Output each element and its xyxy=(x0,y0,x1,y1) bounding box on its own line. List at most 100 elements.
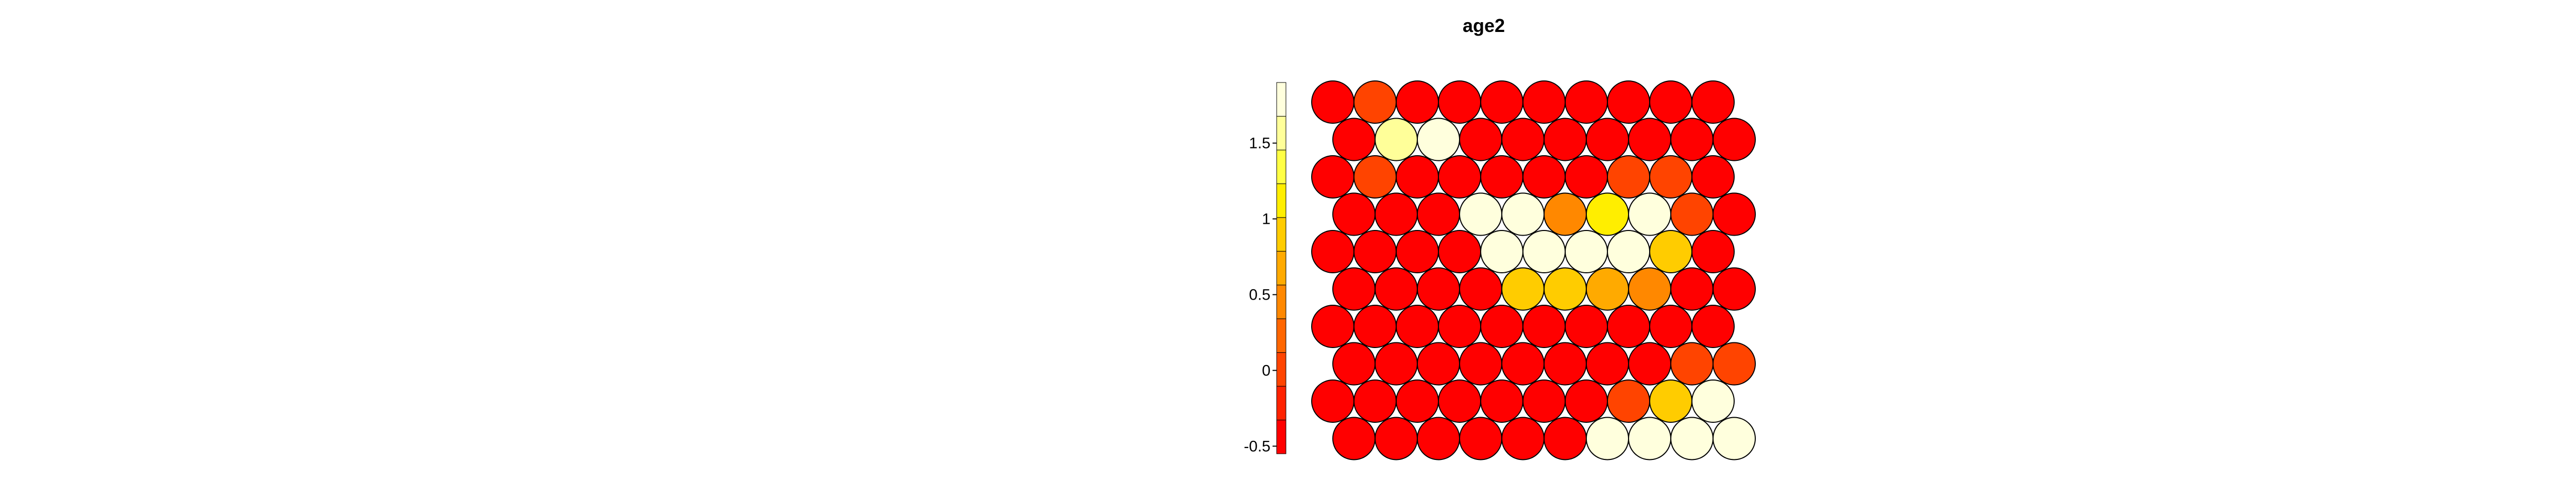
heatmap-cell xyxy=(1438,155,1481,199)
heatmap-cell xyxy=(1438,305,1481,348)
heatmap-cell xyxy=(1459,118,1502,161)
heatmap-cell xyxy=(1396,230,1439,273)
heatmap-cell xyxy=(1417,192,1460,236)
heatmap-cell xyxy=(1332,267,1376,311)
heatmap-cell xyxy=(1396,155,1439,199)
heatmap-cell xyxy=(1544,118,1587,161)
heatmap-cell xyxy=(1417,342,1460,386)
heatmap-cell xyxy=(1332,417,1376,460)
heatmap-cell xyxy=(1522,80,1566,124)
colorbar-tick-label: 0.5 xyxy=(1249,286,1270,303)
colorbar-tick-label: 1.5 xyxy=(1249,135,1270,152)
heatmap-cell xyxy=(1375,417,1418,460)
heatmap-cell xyxy=(1459,417,1502,460)
heatmap-cell xyxy=(1565,80,1608,124)
heatmap-cell xyxy=(1353,80,1397,124)
heatmap-cell xyxy=(1670,192,1714,236)
heatmap-cell xyxy=(1396,80,1439,124)
heatmap-cell xyxy=(1459,267,1502,311)
heatmap-cell xyxy=(1713,417,1756,460)
heatmap-cell xyxy=(1353,230,1397,273)
heatmap-cell xyxy=(1544,417,1587,460)
heatmap-cell xyxy=(1628,342,1671,386)
heatmap-cell xyxy=(1501,192,1545,236)
colorbar-segment xyxy=(1276,251,1286,286)
heatmap-cell xyxy=(1649,305,1692,348)
heatmap-cell xyxy=(1607,305,1650,348)
heatmap-cell xyxy=(1649,380,1692,423)
heatmap-cell xyxy=(1332,342,1376,386)
heatmap-cell xyxy=(1480,155,1523,199)
colorbar-segment xyxy=(1276,352,1286,387)
heatmap-cell xyxy=(1417,267,1460,311)
heatmap-cell xyxy=(1691,80,1735,124)
colorbar-segment xyxy=(1276,116,1286,151)
heatmap-cell xyxy=(1332,118,1376,161)
heatmap-cell xyxy=(1522,380,1566,423)
heatmap-cell xyxy=(1586,342,1629,386)
heatmap-cell xyxy=(1522,230,1566,273)
heatmap-cell xyxy=(1375,192,1418,236)
colorbar-tick-label: -0.5 xyxy=(1244,438,1270,455)
heatmap-cell xyxy=(1628,118,1671,161)
heatmap-cell xyxy=(1353,155,1397,199)
heatmap-cell xyxy=(1586,417,1629,460)
heatmap-cell xyxy=(1332,192,1376,236)
heatmap-cell xyxy=(1691,155,1735,199)
heatmap-cell xyxy=(1459,192,1502,236)
heatmap-cell xyxy=(1628,192,1671,236)
heatmap-cell xyxy=(1670,417,1714,460)
heatmap-cell xyxy=(1375,118,1418,161)
heatmap-cell xyxy=(1607,380,1650,423)
heatmap-cell xyxy=(1565,380,1608,423)
heatmap-cell xyxy=(1544,192,1587,236)
colorbar-segment xyxy=(1276,217,1286,252)
heatmap-cell xyxy=(1417,118,1460,161)
colorbar-segment xyxy=(1276,183,1286,218)
heatmap-cell xyxy=(1586,267,1629,311)
colorbar-tick-label: 1 xyxy=(1262,210,1270,227)
heatmap-cell xyxy=(1311,80,1354,124)
heatmap-cell xyxy=(1713,267,1756,311)
heatmap-cell xyxy=(1565,155,1608,199)
colorbar-segment xyxy=(1276,386,1286,421)
heatmap-cell xyxy=(1417,417,1460,460)
heatmap-cell xyxy=(1628,417,1671,460)
colorbar-segment xyxy=(1276,420,1286,454)
colorbar-segment xyxy=(1276,82,1286,117)
heatmap-cell xyxy=(1501,417,1545,460)
heatmap-cell xyxy=(1670,118,1714,161)
heatmap-cell xyxy=(1628,267,1671,311)
colorbar-ticks: 1.5 1 0.5 0 -0.5 xyxy=(1244,135,1277,455)
heatmap-cell xyxy=(1522,305,1566,348)
heatmap-cell xyxy=(1691,380,1735,423)
heatmap-cell xyxy=(1670,342,1714,386)
heatmap-cell xyxy=(1311,380,1354,423)
heatmap-cell xyxy=(1480,230,1523,273)
heatmap-cell xyxy=(1607,80,1650,124)
heatmap-cells xyxy=(1311,80,1756,460)
heatmap-cell xyxy=(1311,230,1354,273)
heatmap-cell xyxy=(1353,380,1397,423)
chart-title: age2 xyxy=(1463,15,1505,36)
heatmap-cell xyxy=(1375,342,1418,386)
heatmap-cell xyxy=(1691,230,1735,273)
colorbar-tick-label: 0 xyxy=(1262,362,1270,379)
heatmap-cell xyxy=(1713,118,1756,161)
heatmap-cell xyxy=(1586,192,1629,236)
heatmap-cell xyxy=(1649,230,1692,273)
heatmap-cell xyxy=(1501,267,1545,311)
heatmap-cell xyxy=(1501,118,1545,161)
heatmap-cell xyxy=(1311,155,1354,199)
heatmap-cell xyxy=(1396,305,1439,348)
heatmap-cell xyxy=(1649,80,1692,124)
heatmap-cell xyxy=(1607,155,1650,199)
heatmap-cell xyxy=(1375,267,1418,311)
heatmap-cell xyxy=(1586,118,1629,161)
colorbar-segment xyxy=(1276,150,1286,184)
heatmap-cell xyxy=(1670,267,1714,311)
colorbar-segment xyxy=(1276,318,1286,353)
heatmap-cell xyxy=(1713,342,1756,386)
